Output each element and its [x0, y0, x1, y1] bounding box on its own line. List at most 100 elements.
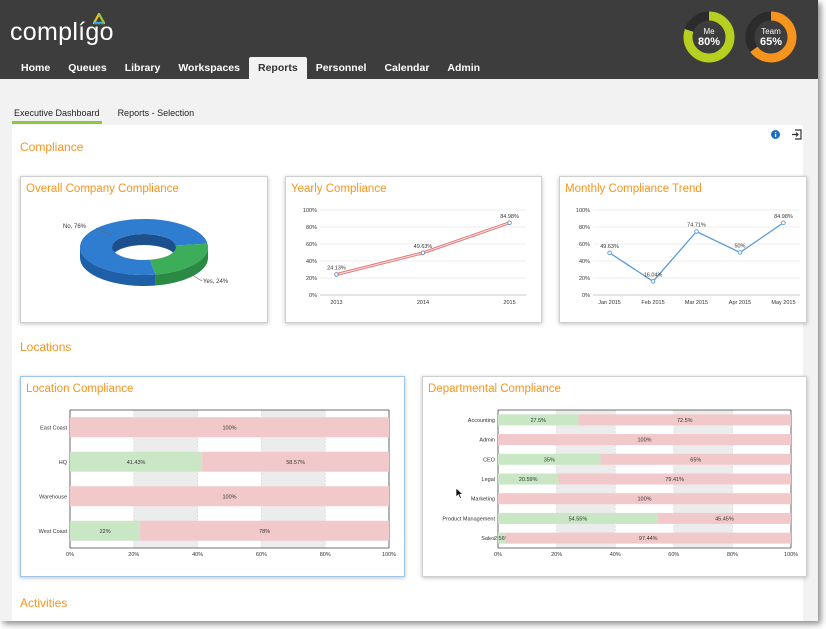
- monthly-data-label: 16.04%: [644, 272, 663, 278]
- location-category-label: Warehouse: [39, 494, 67, 500]
- team-compliance-ring[interactable]: Team 65%: [744, 10, 798, 69]
- overall-compliance-card: Overall Company Compliance No, 76% Yes, …: [20, 176, 268, 323]
- ring-progress-team: [745, 11, 797, 63]
- mouse-cursor-icon: [455, 487, 464, 499]
- yearly-compliance-line-chart: 0% 20% 40% 60% 80% 100% 2013 2014 2015 24.13% 49.6…: [303, 208, 526, 306]
- location-xtick-label: 40%: [192, 552, 203, 558]
- dept-bar-label: 97.44%: [639, 536, 658, 542]
- yearly-data-point: [420, 250, 426, 256]
- yearly-ytick-label: 40%: [306, 259, 317, 265]
- yearly-ytick-label: 80%: [306, 225, 317, 231]
- monthly-ytick-label: 0%: [582, 293, 590, 299]
- dept-xtick-label: 100%: [784, 552, 798, 558]
- dept-bar-segment: [498, 453, 601, 465]
- nav-reports[interactable]: Reports: [249, 57, 307, 79]
- location-bar-segment: [70, 520, 141, 541]
- location-bar-label: 78%: [259, 529, 270, 535]
- dept-bar-label: 27.5%: [530, 418, 546, 424]
- card-title-location-compliance: Location Compliance: [26, 383, 134, 395]
- nav-library[interactable]: Library: [124, 62, 161, 74]
- location-bar-label: 22%: [100, 529, 111, 535]
- dept-bar-label: 35%: [544, 457, 555, 463]
- monthly-data-point: [650, 279, 656, 284]
- monthly-xtick-label: Feb 2015: [641, 300, 664, 306]
- dept-bar-segment: [498, 532, 506, 544]
- pie-leader-yes: [188, 272, 203, 282]
- tab-executive-dashboard[interactable]: Executive Dashboard: [12, 108, 102, 124]
- pie-leader-no: [95, 227, 112, 236]
- dept-bar-segment: [498, 473, 559, 485]
- ring-label-me: Me: [703, 27, 715, 36]
- export-icon[interactable]: [791, 129, 802, 140]
- yearly-compliance-card: Yearly Compliance 0% 20% 40% 60% 80% 100% 2013…: [285, 176, 542, 323]
- dept-bar-segment: [578, 414, 791, 426]
- yearly-data-point: [507, 220, 512, 226]
- pie-label-no: No, 76%: [63, 224, 87, 230]
- location-compliance-card: Location Compliance 0% 20% 40% 60% 80% 100% Ea…: [20, 376, 405, 577]
- app-window: complígo Home Queues Library Workspaces …: [0, 0, 818, 621]
- monthly-ytick-label: 100%: [576, 208, 590, 214]
- dept-xtick-label: 0%: [494, 552, 502, 558]
- ring-value-me: 80%: [697, 36, 721, 48]
- dept-xtick-label: 20%: [551, 552, 562, 558]
- main-nav: Home Queues Library Workspaces Reports P…: [12, 57, 489, 79]
- monthly-compliance-card: Monthly Compliance Trend 0% 20% 40% 60% 80% 1…: [559, 176, 807, 323]
- monthly-data-label: 84.98%: [774, 214, 793, 220]
- yearly-xtick-label: 2014: [417, 300, 429, 306]
- dept-bar-segment: [498, 434, 791, 446]
- yearly-data-label: 49.63%: [414, 244, 433, 250]
- info-icon[interactable]: [771, 130, 780, 139]
- monthly-ytick-label: 80%: [579, 225, 590, 231]
- dept-xtick-label: 40%: [610, 552, 621, 558]
- yearly-ytick-label: 20%: [306, 276, 317, 282]
- dept-bar-label: 79.41%: [665, 477, 684, 483]
- logo-triangle-icon: [93, 13, 105, 25]
- ring-chart-me: [683, 11, 735, 63]
- yearly-data-point: [334, 272, 339, 277]
- location-xtick-label: 80%: [320, 552, 331, 558]
- monthly-xtick-label: May 2015: [771, 300, 795, 306]
- tab-reports-selection[interactable]: Reports - Selection: [117, 108, 195, 118]
- dept-bar-label: 72.5%: [677, 418, 693, 424]
- nav-home[interactable]: Home: [21, 62, 51, 74]
- dept-bar-label: 54.55%: [569, 516, 588, 522]
- dept-bar-segment: [657, 512, 791, 524]
- nav-queues[interactable]: Queues: [68, 62, 107, 74]
- nav-calendar[interactable]: Calendar: [384, 62, 430, 74]
- pie-depth-0-0: [80, 247, 156, 286]
- location-compliance-bar-chart: 0% 20% 40% 60% 80% 100% East Coast 100% HQ 41.43%…: [39, 409, 396, 558]
- nav-personnel[interactable]: Personnel: [315, 62, 367, 74]
- dashboard-content: Compliance Locations Activities Overall …: [12, 125, 807, 621]
- yearly-ytick-label: 100%: [303, 208, 317, 214]
- monthly-ytick-label: 20%: [579, 276, 590, 282]
- location-bar-segment: [70, 486, 389, 507]
- yearly-data-label: 84.98%: [500, 214, 519, 220]
- dept-bar-segment: [498, 493, 791, 505]
- nav-admin[interactable]: Admin: [447, 62, 481, 74]
- monthly-data-label: 49.63%: [600, 244, 619, 250]
- dept-bar-segment: [505, 532, 791, 544]
- ring-label-team: Team: [761, 27, 781, 36]
- monthly-compliance-line-chart: 0% 20% 40% 60% 80% 100% Jan 2015 Feb 2015 Mar 20…: [576, 208, 800, 306]
- location-xtick-label: 100%: [382, 552, 396, 558]
- my-compliance-ring[interactable]: Me 80%: [682, 10, 736, 69]
- nav-workspaces[interactable]: Workspaces: [178, 62, 240, 74]
- dept-category-label: Legal: [482, 477, 495, 483]
- location-xtick-label: 60%: [256, 552, 267, 558]
- location-bar-segment: [70, 451, 203, 472]
- location-category-label: East Coast: [40, 425, 67, 431]
- dept-bar-label: 65%: [690, 457, 701, 463]
- section-title-compliance: Compliance: [20, 140, 84, 154]
- section-title-locations: Locations: [20, 340, 72, 354]
- location-bar-label: 100%: [222, 425, 236, 431]
- yearly-xtick-label: 2013: [330, 300, 342, 306]
- location-bar-segment: [202, 451, 389, 472]
- section-title-activities: Activities: [20, 596, 68, 610]
- yearly-ytick-label: 60%: [306, 242, 317, 248]
- monthly-xtick-label: Mar 2015: [685, 300, 708, 306]
- location-bar-segment: [140, 520, 389, 541]
- monthly-xtick-label: Jan 2015: [598, 300, 621, 306]
- card-title-overall-compliance: Overall Company Compliance: [26, 183, 179, 195]
- monthly-data-point: [737, 250, 743, 255]
- dept-category-label: Sales: [481, 536, 495, 542]
